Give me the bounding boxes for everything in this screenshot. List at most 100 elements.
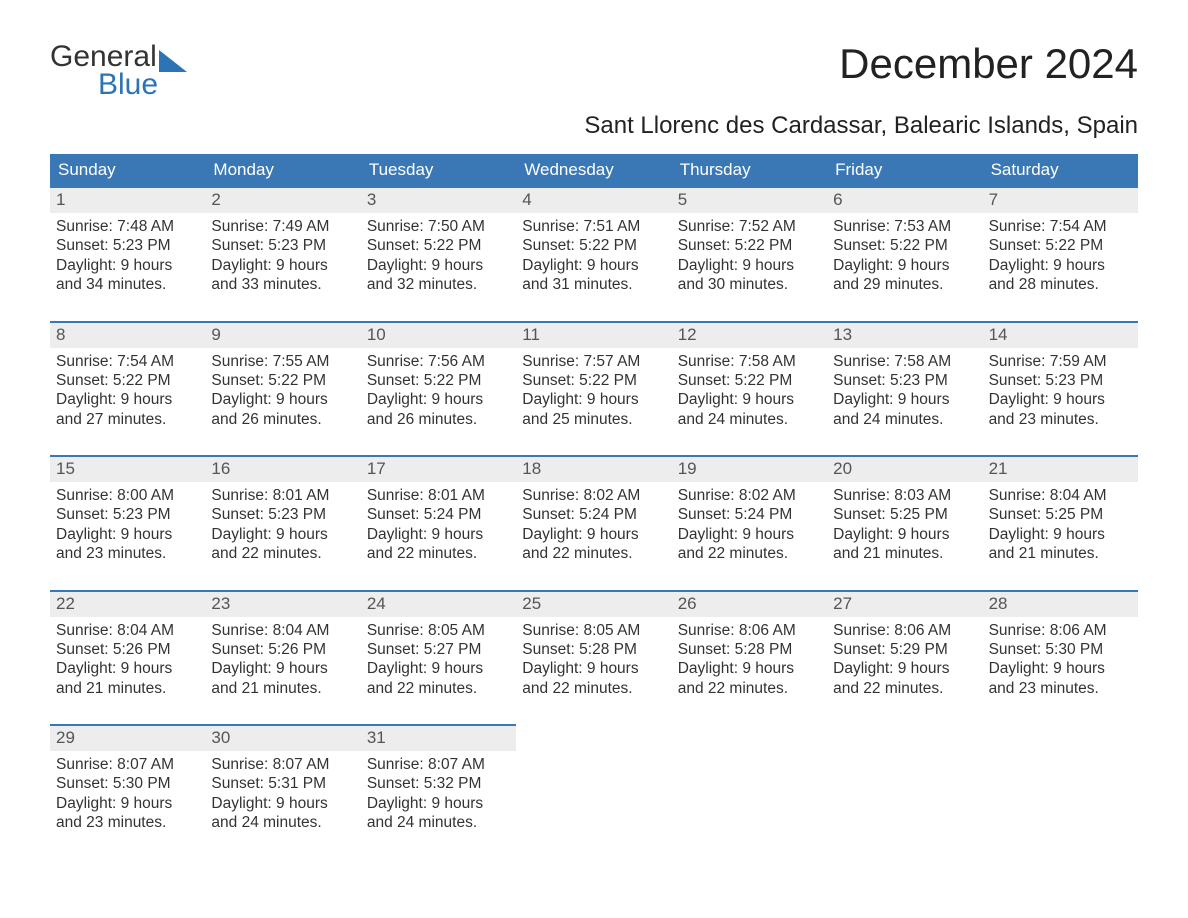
day-number: 10 [361,321,516,348]
day-number: 15 [50,455,205,482]
calendar-cell: 2Sunrise: 7:49 AMSunset: 5:23 PMDaylight… [205,186,360,299]
sunset-line: Sunset: 5:22 PM [522,371,665,390]
daylight-line: Daylight: 9 hours [367,390,510,409]
sunset-line: Sunset: 5:31 PM [211,774,354,793]
sunrise-line: Sunrise: 7:58 AM [833,352,976,371]
day-details: Sunrise: 8:04 AMSunset: 5:26 PMDaylight:… [50,617,205,703]
calendar-cell: 15Sunrise: 8:00 AMSunset: 5:23 PMDayligh… [50,455,205,568]
daylight-line: Daylight: 9 hours [678,659,821,678]
daylight-line: and 24 minutes. [211,813,354,832]
daylight-line: Daylight: 9 hours [522,659,665,678]
sunrise-line: Sunrise: 8:03 AM [833,486,976,505]
sunrise-line: Sunrise: 7:59 AM [989,352,1132,371]
daylight-line: Daylight: 9 hours [522,390,665,409]
daylight-line: Daylight: 9 hours [678,256,821,275]
sunset-line: Sunset: 5:25 PM [989,505,1132,524]
day-header: Sunday [50,154,205,186]
sunrise-line: Sunrise: 8:07 AM [211,755,354,774]
daylight-line: Daylight: 9 hours [367,794,510,813]
daylight-line: Daylight: 9 hours [678,390,821,409]
day-details: Sunrise: 7:53 AMSunset: 5:22 PMDaylight:… [827,213,982,299]
sunrise-line: Sunrise: 7:57 AM [522,352,665,371]
day-number: 30 [205,724,360,751]
sunset-line: Sunset: 5:22 PM [678,236,821,255]
day-details: Sunrise: 7:51 AMSunset: 5:22 PMDaylight:… [516,213,671,299]
day-details: Sunrise: 7:58 AMSunset: 5:22 PMDaylight:… [672,348,827,434]
day-details: Sunrise: 7:54 AMSunset: 5:22 PMDaylight:… [50,348,205,434]
day-header: Friday [827,154,982,186]
day-details: Sunrise: 7:54 AMSunset: 5:22 PMDaylight:… [983,213,1138,299]
daylight-line: Daylight: 9 hours [56,794,199,813]
sunset-line: Sunset: 5:23 PM [56,236,199,255]
sunset-line: Sunset: 5:22 PM [367,371,510,390]
daylight-line: Daylight: 9 hours [678,525,821,544]
daylight-line: and 23 minutes. [989,679,1132,698]
calendar-cell [672,724,827,837]
sunset-line: Sunset: 5:22 PM [522,236,665,255]
day-number: 5 [672,186,827,213]
daylight-line: Daylight: 9 hours [522,256,665,275]
day-number: 24 [361,590,516,617]
daylight-line: Daylight: 9 hours [211,525,354,544]
daylight-line: and 34 minutes. [56,275,199,294]
daylight-line: Daylight: 9 hours [989,525,1132,544]
daylight-line: and 23 minutes. [989,410,1132,429]
day-number: 1 [50,186,205,213]
daylight-line: and 22 minutes. [833,679,976,698]
day-details: Sunrise: 7:52 AMSunset: 5:22 PMDaylight:… [672,213,827,299]
daylight-line: Daylight: 9 hours [367,659,510,678]
daylight-line: Daylight: 9 hours [833,256,976,275]
header-row: General Blue December 2024 [50,40,1138,102]
daylight-line: Daylight: 9 hours [989,390,1132,409]
calendar-cell: 17Sunrise: 8:01 AMSunset: 5:24 PMDayligh… [361,455,516,568]
sunset-line: Sunset: 5:32 PM [367,774,510,793]
daylight-line: Daylight: 9 hours [833,659,976,678]
sunrise-line: Sunrise: 8:06 AM [989,621,1132,640]
sunrise-line: Sunrise: 8:07 AM [56,755,199,774]
day-details: Sunrise: 8:07 AMSunset: 5:32 PMDaylight:… [361,751,516,837]
calendar-cell: 26Sunrise: 8:06 AMSunset: 5:28 PMDayligh… [672,590,827,703]
calendar-cell: 27Sunrise: 8:06 AMSunset: 5:29 PMDayligh… [827,590,982,703]
daylight-line: and 23 minutes. [56,544,199,563]
daylight-line: Daylight: 9 hours [833,390,976,409]
sunrise-line: Sunrise: 8:06 AM [678,621,821,640]
day-number: 19 [672,455,827,482]
daylight-line: Daylight: 9 hours [211,659,354,678]
sunrise-line: Sunrise: 7:55 AM [211,352,354,371]
sunrise-line: Sunrise: 7:58 AM [678,352,821,371]
day-number: 4 [516,186,671,213]
day-details: Sunrise: 8:02 AMSunset: 5:24 PMDaylight:… [672,482,827,568]
daylight-line: Daylight: 9 hours [522,525,665,544]
sunset-line: Sunset: 5:29 PM [833,640,976,659]
daylight-line: and 22 minutes. [367,679,510,698]
daylight-line: and 21 minutes. [56,679,199,698]
sunrise-line: Sunrise: 8:01 AM [367,486,510,505]
sunset-line: Sunset: 5:23 PM [211,236,354,255]
calendar-cell: 13Sunrise: 7:58 AMSunset: 5:23 PMDayligh… [827,321,982,434]
day-details: Sunrise: 7:49 AMSunset: 5:23 PMDaylight:… [205,213,360,299]
week-separator [50,568,1138,590]
sunset-line: Sunset: 5:24 PM [522,505,665,524]
sunset-line: Sunset: 5:22 PM [367,236,510,255]
daylight-line: Daylight: 9 hours [211,390,354,409]
daylight-line: and 22 minutes. [522,544,665,563]
sunset-line: Sunset: 5:28 PM [522,640,665,659]
sunrise-line: Sunrise: 8:01 AM [211,486,354,505]
sunrise-line: Sunrise: 8:02 AM [678,486,821,505]
calendar-cell: 1Sunrise: 7:48 AMSunset: 5:23 PMDaylight… [50,186,205,299]
day-number: 11 [516,321,671,348]
day-number: 27 [827,590,982,617]
day-header: Monday [205,154,360,186]
sunset-line: Sunset: 5:24 PM [678,505,821,524]
daylight-line: Daylight: 9 hours [56,256,199,275]
calendar-cell: 14Sunrise: 7:59 AMSunset: 5:23 PMDayligh… [983,321,1138,434]
day-details: Sunrise: 7:50 AMSunset: 5:22 PMDaylight:… [361,213,516,299]
daylight-line: and 28 minutes. [989,275,1132,294]
month-title: December 2024 [839,40,1138,88]
calendar-cell: 29Sunrise: 8:07 AMSunset: 5:30 PMDayligh… [50,724,205,837]
sunset-line: Sunset: 5:22 PM [833,236,976,255]
day-number: 9 [205,321,360,348]
calendar-cell: 18Sunrise: 8:02 AMSunset: 5:24 PMDayligh… [516,455,671,568]
sunset-line: Sunset: 5:27 PM [367,640,510,659]
day-number: 25 [516,590,671,617]
